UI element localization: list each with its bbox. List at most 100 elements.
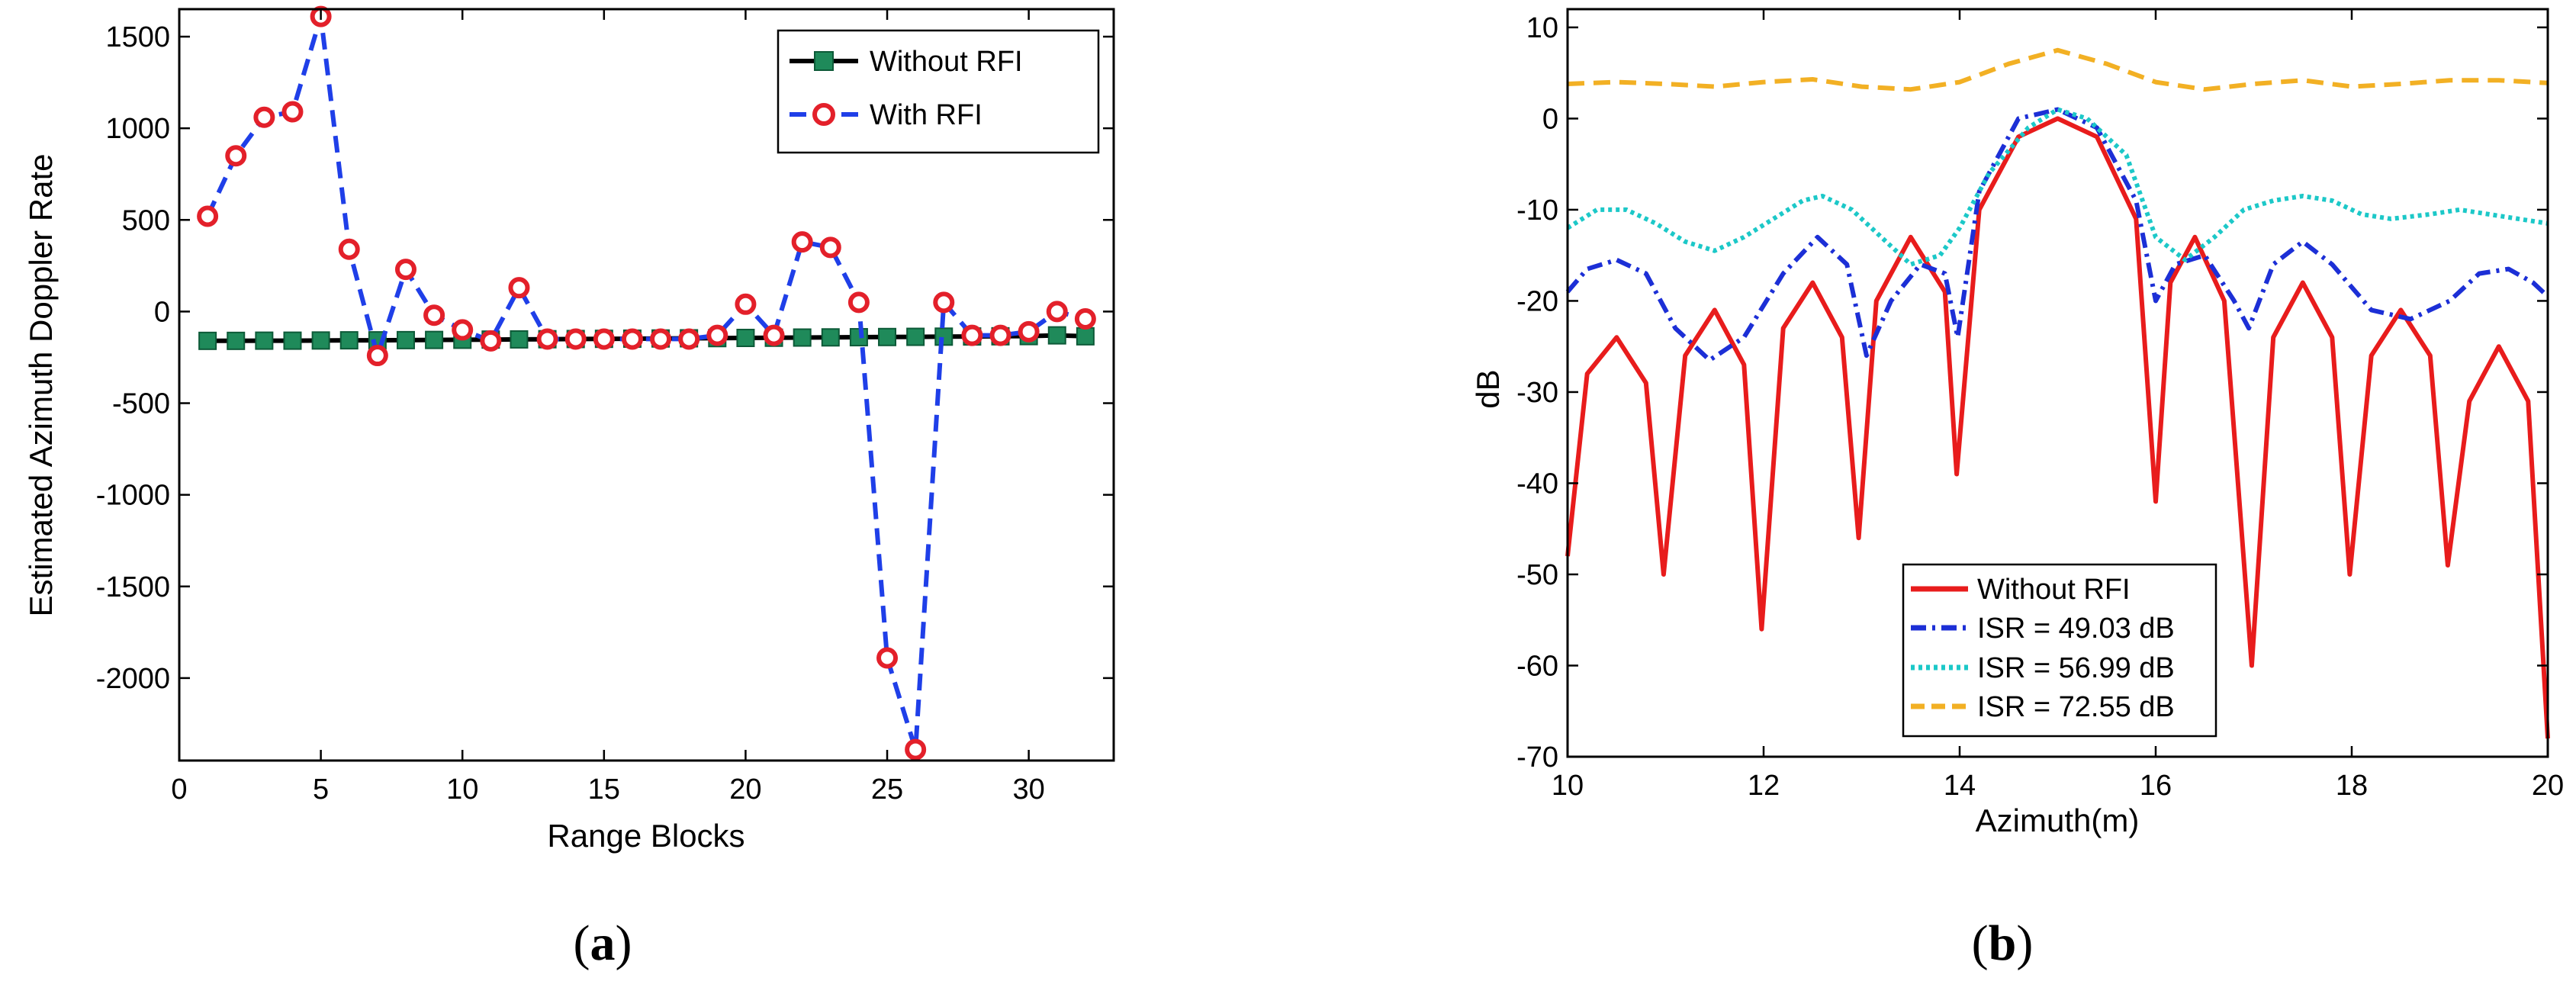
series-line-b-1 [1565,107,2550,363]
y-tick-label-a: -1500 [96,571,170,603]
legend-a: Without RFI With RFI [777,29,1100,154]
legend-label-isr-56-b: ISR = 56.99 dB [1977,652,2175,684]
data-point-a-1 [564,328,587,350]
data-point-a-0 [1047,326,1066,345]
data-point-a-1 [281,101,304,123]
y-tick-label-b: 10 [1526,12,1558,44]
panel-letter-a: a [590,915,616,971]
y-tick-label-a: 1500 [105,21,170,53]
x-tick-label-a: 5 [313,774,329,806]
series-line-b-3 [1567,47,2549,92]
y-tick-label-b: -70 [1516,741,1558,774]
series-line-b-2 [1566,107,2549,267]
x-tick-label-b: 14 [1944,770,1976,802]
data-point-a-1 [791,231,813,253]
data-point-a-1 [508,277,530,299]
data-point-a-0 [793,328,812,347]
legend-label-with-rfi-a: With RFI [870,99,982,131]
x-tick-label-a: 10 [446,774,478,806]
data-point-a-1 [989,324,1011,346]
data-point-a-0 [1076,326,1095,346]
y-tick-label-b: -50 [1516,559,1558,591]
data-point-a-0 [906,327,925,346]
data-point-a-1 [876,647,899,669]
legend-marker-with-rfi-a [812,103,835,126]
data-point-a-1 [536,328,558,350]
legend-box-a [777,29,1100,154]
data-point-a-1 [961,324,983,346]
legend-label-isr-72-b: ISR = 72.55 dB [1977,691,2175,723]
data-point-a-1 [225,145,247,167]
panel-label-a: (a) [574,915,632,971]
x-tick-label-a: 20 [729,774,761,806]
data-point-a-1 [1074,308,1096,330]
y-tick-label-a: -1000 [96,480,170,512]
data-point-a-1 [1046,301,1068,323]
x-tick-label-a: 15 [588,774,620,806]
data-point-a-1 [763,324,785,346]
data-point-a-1 [394,259,416,281]
plot-frame-b [1566,8,2549,758]
series-line-b-0 [1565,116,2550,739]
chart-a: 0 5 10 15 20 25 30 -2000 -1500 -1000 -500 0 500 1000 1… [23,5,1115,971]
data-point-a-0 [255,331,274,350]
data-point-a-1 [366,345,388,367]
y-tick-label-b: -20 [1516,285,1558,317]
data-point-a-0 [736,328,755,347]
data-point-a-1 [621,328,643,350]
data-point-a-1 [253,106,275,128]
y-axis-label-a: Estimated Azimuth Doppler Rate [23,154,59,617]
plot-frame-a [178,8,1115,762]
x-tick-label-b: 16 [2140,770,2172,802]
legend-label-without-rfi-a: Without RFI [870,46,1023,78]
data-point-a-0 [510,330,529,349]
data-point-a-0 [821,328,840,347]
data-point-a-0 [878,327,897,346]
x-tick-label-a: 25 [871,774,903,806]
x-tick-label-b: 18 [2336,770,2368,802]
x-axis-label-b: Azimuth(m) [1976,802,2140,838]
data-point-a-1 [905,738,927,761]
y-tick-label-b: -40 [1516,468,1558,500]
data-point-a-0 [227,331,246,350]
data-point-a-1 [678,328,700,350]
data-point-a-1 [650,328,672,350]
y-tick-label-b: -30 [1516,377,1558,409]
x-axis-label-a: Range Blocks [547,818,744,854]
panel-letter-b: b [1989,915,2017,971]
data-point-a-0 [339,331,359,350]
data-point-a-1 [593,328,615,350]
data-point-a-1 [933,291,955,314]
data-point-a-0 [283,331,302,350]
x-tick-label-b: 10 [1552,770,1584,802]
data-point-a-1 [735,293,757,315]
chart-b: 10 12 14 16 18 20 -70 -60 -50 -40 -30 -20 -10 0 10 Wit… [1470,8,2564,971]
data-point-a-0 [425,330,444,349]
y-tick-label-a: 0 [154,296,170,328]
x-tick-label-b: 12 [1748,770,1780,802]
panel-label-b: (b) [1972,915,2034,971]
y-tick-label-b: -10 [1516,195,1558,227]
legend-label-isr-49-b: ISR = 49.03 dB [1977,613,2175,645]
legend-marker-without-rfi-a [814,51,834,71]
data-point-a-1 [819,236,841,259]
data-point-a-1 [423,304,445,326]
legend-b: Without RFI ISR = 49.03 dB ISR = 56.99 d… [1902,563,2217,738]
legend-label-without-rfi-b: Without RFI [1977,574,2131,606]
data-point-a-1 [452,319,474,341]
y-tick-label-a: -2000 [96,663,170,695]
series-line-a-1 [205,14,1086,752]
y-tick-label-b: 0 [1542,103,1558,135]
data-point-a-1 [706,324,728,346]
x-tick-label-a: 0 [171,774,187,806]
y-tick-label-a: 500 [122,204,170,236]
data-point-a-0 [934,327,954,346]
x-tick-label-b: 20 [2532,770,2564,802]
data-point-a-0 [396,330,415,349]
data-point-a-1 [338,238,360,260]
x-tick-label-a: 30 [1012,774,1044,806]
data-point-a-1 [197,205,219,227]
y-tick-label-a: 1000 [105,113,170,145]
data-point-a-0 [311,331,330,350]
